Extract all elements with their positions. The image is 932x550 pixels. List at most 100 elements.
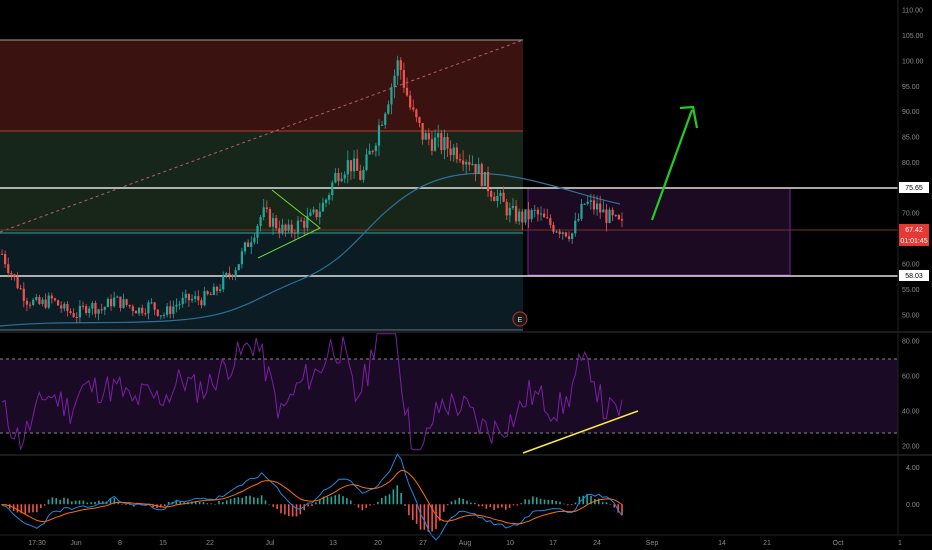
- candle-body[interactable]: [387, 104, 390, 114]
- candle-body[interactable]: [399, 60, 402, 70]
- candle-body[interactable]: [455, 147, 458, 160]
- candle-body[interactable]: [131, 306, 134, 311]
- candle-body[interactable]: [524, 209, 527, 223]
- candle-body[interactable]: [88, 308, 91, 314]
- candle-body[interactable]: [599, 203, 602, 213]
- candle-body[interactable]: [324, 199, 328, 203]
- candle-body[interactable]: [103, 307, 106, 310]
- candle-body[interactable]: [486, 171, 490, 191]
- candle-body[interactable]: [75, 317, 78, 319]
- candle-body[interactable]: [137, 307, 141, 314]
- candle-body[interactable]: [309, 212, 312, 216]
- candle-body[interactable]: [496, 196, 499, 202]
- candle-body[interactable]: [69, 311, 72, 314]
- candle-body[interactable]: [571, 233, 574, 239]
- candle-body[interactable]: [85, 306, 88, 314]
- candle-body[interactable]: [25, 300, 29, 305]
- candle-body[interactable]: [234, 270, 237, 277]
- candle-body[interactable]: [427, 133, 430, 140]
- candle-body[interactable]: [144, 313, 147, 315]
- candle-body[interactable]: [505, 201, 508, 216]
- candle-body[interactable]: [44, 299, 47, 308]
- candle-body[interactable]: [299, 220, 303, 222]
- candle-body[interactable]: [368, 150, 371, 155]
- candle-body[interactable]: [169, 306, 172, 314]
- trend-dashed-line[interactable]: [0, 39, 524, 233]
- candle-body[interactable]: [7, 264, 10, 273]
- candle-body[interactable]: [412, 107, 415, 110]
- time-axis[interactable]: 17:30 Jun 8 15 22 Jul 13 20 27 Aug 10 17 24 Sep 14 21 Oc…: [28, 540, 902, 547]
- candle-body[interactable]: [458, 159, 462, 161]
- candle-body[interactable]: [346, 160, 349, 175]
- candle-body[interactable]: [141, 307, 144, 314]
- candle-body[interactable]: [41, 299, 44, 304]
- candle-body[interactable]: [471, 163, 474, 165]
- candle-body[interactable]: [63, 303, 66, 309]
- candle-body[interactable]: [480, 164, 483, 186]
- candle-body[interactable]: [530, 210, 533, 220]
- candle-body[interactable]: [162, 314, 166, 316]
- earnings-marker[interactable]: [512, 311, 528, 327]
- candle-body[interactable]: [247, 242, 250, 247]
- candle-body[interactable]: [393, 75, 396, 88]
- candle-body[interactable]: [262, 207, 265, 218]
- candle-body[interactable]: [328, 195, 331, 200]
- candle-body[interactable]: [56, 300, 60, 306]
- candle-body[interactable]: [499, 192, 502, 197]
- candle-body[interactable]: [243, 242, 247, 252]
- candle-body[interactable]: [449, 148, 452, 156]
- candle-body[interactable]: [122, 299, 125, 308]
- candle-body[interactable]: [125, 299, 128, 305]
- candle-body[interactable]: [200, 300, 203, 306]
- bullish-arrow[interactable]: [650, 109, 694, 221]
- candle-body[interactable]: [240, 251, 243, 265]
- candle-body[interactable]: [614, 215, 617, 217]
- candle-body[interactable]: [293, 232, 296, 234]
- candle-body[interactable]: [197, 296, 200, 301]
- candle-body[interactable]: [337, 172, 340, 182]
- candle-body[interactable]: [617, 215, 620, 220]
- candle-body[interactable]: [190, 298, 194, 301]
- candle-body[interactable]: [511, 205, 515, 208]
- candle-body[interactable]: [446, 137, 449, 149]
- candle-body[interactable]: [32, 299, 35, 306]
- candle-body[interactable]: [558, 231, 561, 234]
- candle-body[interactable]: [462, 160, 465, 165]
- candle-body[interactable]: [433, 137, 437, 151]
- candle-body[interactable]: [421, 123, 424, 140]
- candle-body[interactable]: [374, 145, 377, 152]
- candle-body[interactable]: [583, 203, 586, 205]
- candle-body[interactable]: [424, 133, 427, 140]
- candle-body[interactable]: [256, 225, 259, 238]
- candle-body[interactable]: [415, 109, 418, 118]
- candle-body[interactable]: [218, 289, 222, 291]
- candle-body[interactable]: [359, 170, 362, 180]
- candle-body[interactable]: [72, 313, 75, 318]
- candle-body[interactable]: [343, 174, 346, 179]
- candle-body[interactable]: [206, 291, 209, 295]
- candle-body[interactable]: [38, 296, 41, 304]
- candle-body[interactable]: [465, 161, 468, 165]
- candle-body[interactable]: [296, 220, 300, 234]
- candle-body[interactable]: [271, 218, 275, 227]
- candle-body[interactable]: [147, 302, 150, 314]
- candle-body[interactable]: [194, 296, 197, 299]
- candle-body[interactable]: [4, 253, 7, 265]
- candle-body[interactable]: [586, 201, 589, 204]
- candle-body[interactable]: [128, 304, 131, 307]
- candle-body[interactable]: [81, 305, 85, 307]
- candle-body[interactable]: [97, 309, 100, 314]
- candle-body[interactable]: [521, 211, 524, 223]
- candle-body[interactable]: [468, 161, 471, 165]
- candle-body[interactable]: [518, 211, 521, 222]
- candle-body[interactable]: [28, 304, 32, 306]
- candle-body[interactable]: [377, 125, 381, 146]
- candle-body[interactable]: [340, 178, 343, 182]
- candle-body[interactable]: [47, 295, 50, 308]
- candle-body[interactable]: [477, 164, 480, 174]
- candle-body[interactable]: [592, 200, 596, 210]
- candle-body[interactable]: [371, 150, 374, 152]
- candle-body[interactable]: [580, 203, 583, 219]
- candle-body[interactable]: [564, 232, 568, 237]
- candle-body[interactable]: [10, 272, 13, 275]
